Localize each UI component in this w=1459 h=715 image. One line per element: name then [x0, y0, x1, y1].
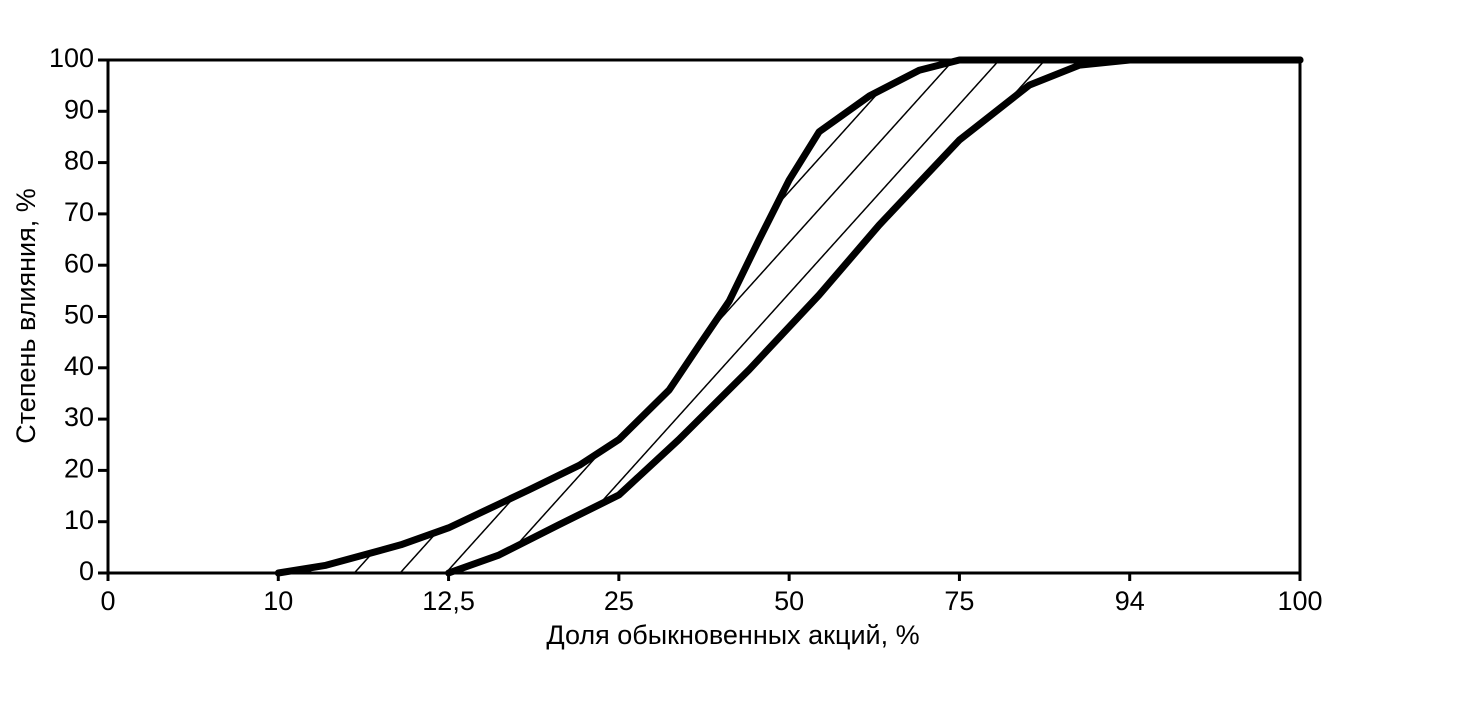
y-tick-label: 0 [79, 556, 94, 586]
y-tick-label: 10 [64, 505, 94, 535]
y-tick-label: 30 [64, 402, 94, 432]
y-axis-label: Степень влияния, % [11, 188, 41, 444]
y-tick-label: 90 [64, 94, 94, 124]
y-tick-label: 40 [64, 351, 94, 381]
hatch-band [278, 60, 1300, 573]
curve [274, 56, 1304, 577]
x-tick-label: 94 [1115, 586, 1145, 616]
x-tick-label: 100 [1277, 586, 1322, 616]
x-tick-label: 50 [774, 586, 804, 616]
y-tick-label: 100 [49, 43, 94, 73]
x-tick-label: 25 [604, 586, 634, 616]
x-tick-label: 10 [263, 586, 293, 616]
x-tick-label: 0 [100, 586, 115, 616]
x-tick-label: 75 [944, 586, 974, 616]
x-tick-label: 12,5 [422, 586, 475, 616]
y-tick-label: 60 [64, 248, 94, 278]
x-axis-label: Доля обыкновенных акций, % [546, 620, 919, 650]
plot-frame [106, 58, 1302, 575]
y-tick-label: 50 [64, 300, 94, 330]
y-tick-label: 70 [64, 197, 94, 227]
y-tick-label: 80 [64, 146, 94, 176]
y-tick-label: 20 [64, 454, 94, 484]
curve [445, 56, 1304, 577]
